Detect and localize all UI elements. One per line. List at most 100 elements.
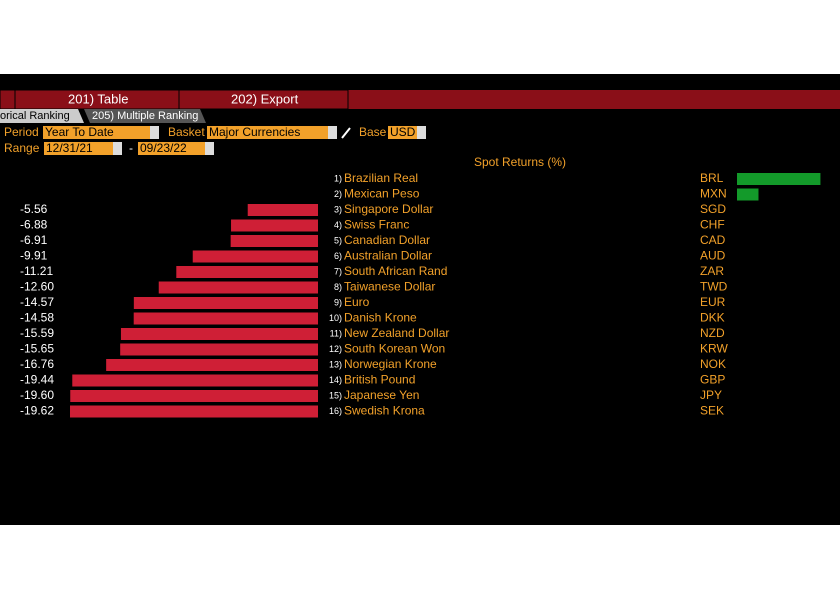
dropdown-value: Year To Date xyxy=(45,125,114,139)
label: Period xyxy=(4,125,39,139)
value-label: -19.60 xyxy=(20,388,54,402)
bar xyxy=(192,250,318,263)
value-label: -16.76 xyxy=(20,357,54,371)
currency-name: Danish Krone xyxy=(344,311,417,325)
rank: 11) xyxy=(330,328,342,338)
currency-code: CAD xyxy=(700,233,726,247)
currency-name: Taiwanese Dollar xyxy=(344,280,435,294)
rank: 10) xyxy=(329,313,342,323)
tab[interactable] xyxy=(0,109,84,123)
bar xyxy=(70,405,318,418)
edit-icon[interactable] xyxy=(341,127,351,139)
bar xyxy=(737,188,759,201)
button-label: 201) Table xyxy=(68,91,128,106)
rank: 12) xyxy=(329,344,342,354)
dropdown[interactable] xyxy=(207,126,337,139)
bar xyxy=(70,390,318,402)
label: Basket xyxy=(168,125,205,139)
currency-code: NOK xyxy=(700,357,726,371)
dropdown-arrow[interactable] xyxy=(417,126,426,139)
value-label: -6.88 xyxy=(20,218,48,232)
button-label: 202) Export xyxy=(231,91,299,106)
currency-name: Swedish Krona xyxy=(344,404,425,418)
currency-code: TWD xyxy=(700,280,728,294)
dropdown-value: Major Currencies xyxy=(209,125,300,139)
value-label: -19.44 xyxy=(20,373,54,387)
label: Base xyxy=(359,125,387,139)
calendar-icon[interactable] xyxy=(113,142,122,155)
currency-name: Euro xyxy=(344,295,370,309)
currency-name: Singapore Dollar xyxy=(344,202,433,216)
value-label: -6.91 xyxy=(20,233,48,247)
rank: 16) xyxy=(329,406,342,416)
label: Range xyxy=(4,141,40,155)
currency-name: Australian Dollar xyxy=(344,249,432,263)
bar xyxy=(120,343,319,356)
currency-code: ZAR xyxy=(700,264,724,278)
currency-code: BRL xyxy=(700,171,724,185)
bar xyxy=(133,312,318,325)
rank: 2) xyxy=(334,189,342,199)
bar xyxy=(158,281,318,294)
bar xyxy=(120,328,318,340)
chart-title: Spot Returns (%) xyxy=(474,155,566,169)
tab-label: 205) Multiple Ranking xyxy=(92,110,198,122)
value-label: -19.62 xyxy=(20,404,54,418)
bar xyxy=(72,374,318,387)
value-label: -14.57 xyxy=(20,295,54,309)
value-label: -11.21 xyxy=(20,264,53,278)
value-label: -9.91 xyxy=(20,249,48,263)
currency-code: EUR xyxy=(700,295,726,309)
rank: 1) xyxy=(334,173,342,183)
bar xyxy=(247,204,318,216)
currency-code: SGD xyxy=(700,202,726,216)
calendar-icon[interactable] xyxy=(205,142,214,155)
tab[interactable] xyxy=(84,109,206,123)
rank: 9) xyxy=(334,297,342,307)
rank: 6) xyxy=(334,251,342,261)
rank: 8) xyxy=(334,282,342,292)
bar xyxy=(106,359,319,371)
value-label: -12.60 xyxy=(20,280,54,294)
currency-code: MXN xyxy=(700,187,727,201)
value-label: -14.58 xyxy=(20,311,54,325)
tab-label: orical Ranking xyxy=(0,110,70,122)
bar xyxy=(176,266,318,278)
separator: - xyxy=(129,141,133,155)
dropdown[interactable] xyxy=(43,126,159,139)
currency-code: AUD xyxy=(700,249,726,263)
currency-name: South African Rand xyxy=(344,264,447,278)
currency-name: South Korean Won xyxy=(344,342,445,356)
currency-name: Canadian Dollar xyxy=(344,233,430,247)
currency-code: KRW xyxy=(700,342,728,356)
currency-name: Japanese Yen xyxy=(344,388,419,402)
value-label: -15.65 xyxy=(20,342,54,356)
currency-name: New Zealand Dollar xyxy=(344,326,449,340)
currency-code: GBP xyxy=(700,373,725,387)
bar xyxy=(737,173,821,185)
bar xyxy=(230,235,318,247)
currency-name: British Pound xyxy=(344,373,415,387)
rank: 14) xyxy=(329,375,342,385)
currency-name: Norwegian Krone xyxy=(344,357,437,371)
toolbar-button[interactable] xyxy=(178,89,349,110)
date-value: 09/23/22 xyxy=(140,141,187,155)
currency-code: SEK xyxy=(700,404,724,418)
rank: 4) xyxy=(334,220,342,230)
dropdown[interactable] xyxy=(388,126,426,139)
rank: 13) xyxy=(329,359,342,369)
date-input[interactable] xyxy=(138,142,214,155)
toolbar-button[interactable] xyxy=(0,89,16,110)
dropdown-arrow[interactable] xyxy=(150,126,159,139)
currency-code: NZD xyxy=(700,326,725,340)
currency-code: CHF xyxy=(700,218,725,232)
value-label: -15.59 xyxy=(20,326,54,340)
dropdown-arrow[interactable] xyxy=(328,126,337,139)
rank: 5) xyxy=(334,235,342,245)
rank: 15) xyxy=(329,390,342,400)
rank: 7) xyxy=(334,266,342,276)
date-input[interactable] xyxy=(44,142,122,155)
rank: 3) xyxy=(334,204,342,214)
currency-code: DKK xyxy=(700,311,725,325)
currency-name: Mexican Peso xyxy=(344,187,420,201)
